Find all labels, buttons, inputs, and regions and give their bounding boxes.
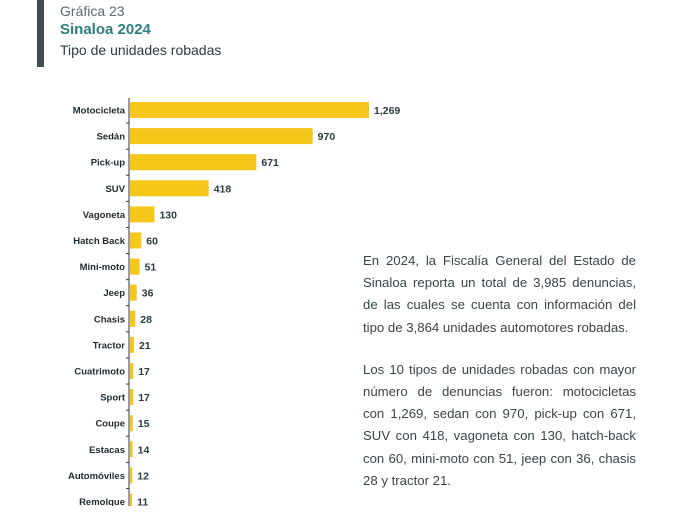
header-accent-bar xyxy=(37,0,44,67)
category-label: Vagoneta xyxy=(83,210,126,221)
category-label: Sedán xyxy=(96,132,125,143)
category-label: Chasis xyxy=(94,314,125,325)
value-label: 418 xyxy=(214,183,232,195)
category-label: Mini-moto xyxy=(80,262,126,273)
value-label: 51 xyxy=(145,262,157,274)
value-label: 36 xyxy=(142,288,154,300)
bar xyxy=(130,310,136,327)
category-label: Estacas xyxy=(89,445,125,456)
bar xyxy=(130,389,134,406)
bar xyxy=(130,206,155,223)
value-label: 1,269 xyxy=(374,105,400,117)
value-label: 14 xyxy=(138,444,150,456)
category-label: Pick-up xyxy=(91,158,126,169)
bar xyxy=(130,415,133,432)
category-label: Motocicleta xyxy=(73,106,126,117)
bar xyxy=(130,493,133,506)
value-label: 60 xyxy=(146,236,158,248)
value-label: 671 xyxy=(261,157,279,169)
bar xyxy=(130,441,133,458)
chart-subtitle: Tipo de unidades robadas xyxy=(60,42,222,58)
bar xyxy=(130,363,134,379)
description-text: En 2024, la Fiscalía General del Estado … xyxy=(363,250,636,512)
category-label: Jeep xyxy=(103,288,125,299)
value-label: 28 xyxy=(140,314,152,326)
category-label: Tractor xyxy=(93,340,126,351)
bar xyxy=(130,336,134,353)
chart-title: Sinaloa 2024 xyxy=(60,21,151,38)
bar xyxy=(130,180,209,197)
value-label: 15 xyxy=(138,418,150,430)
category-label: Hatch Back xyxy=(73,236,125,247)
value-label: 17 xyxy=(138,366,150,378)
category-label: Remolque xyxy=(79,497,125,506)
category-label: Sport xyxy=(100,393,126,404)
bar xyxy=(130,467,133,484)
bar xyxy=(130,284,137,301)
category-label: Automóviles xyxy=(68,471,125,482)
value-label: 17 xyxy=(138,392,150,404)
value-label: 21 xyxy=(139,340,151,352)
chart-header: Gráfica 23 Sinaloa 2024 Tipo de unidades… xyxy=(60,2,221,60)
category-label: Coupe xyxy=(95,419,125,430)
category-label: Cuatrimoto xyxy=(74,367,125,378)
bar xyxy=(130,102,369,118)
bar xyxy=(130,258,140,275)
bar xyxy=(130,232,142,249)
chart-number: Gráfica 23 xyxy=(60,3,125,19)
category-label: SUV xyxy=(105,184,125,195)
value-label: 12 xyxy=(137,470,149,482)
value-label: 970 xyxy=(318,131,336,143)
value-label: 11 xyxy=(137,497,148,507)
description-paragraph-1: En 2024, la Fiscalía General del Estado … xyxy=(363,253,636,335)
value-label: 130 xyxy=(159,209,177,221)
bar xyxy=(130,128,313,145)
description-paragraph-2: Los 10 tipos de unidades robadas con may… xyxy=(363,361,636,488)
bar xyxy=(130,154,257,171)
